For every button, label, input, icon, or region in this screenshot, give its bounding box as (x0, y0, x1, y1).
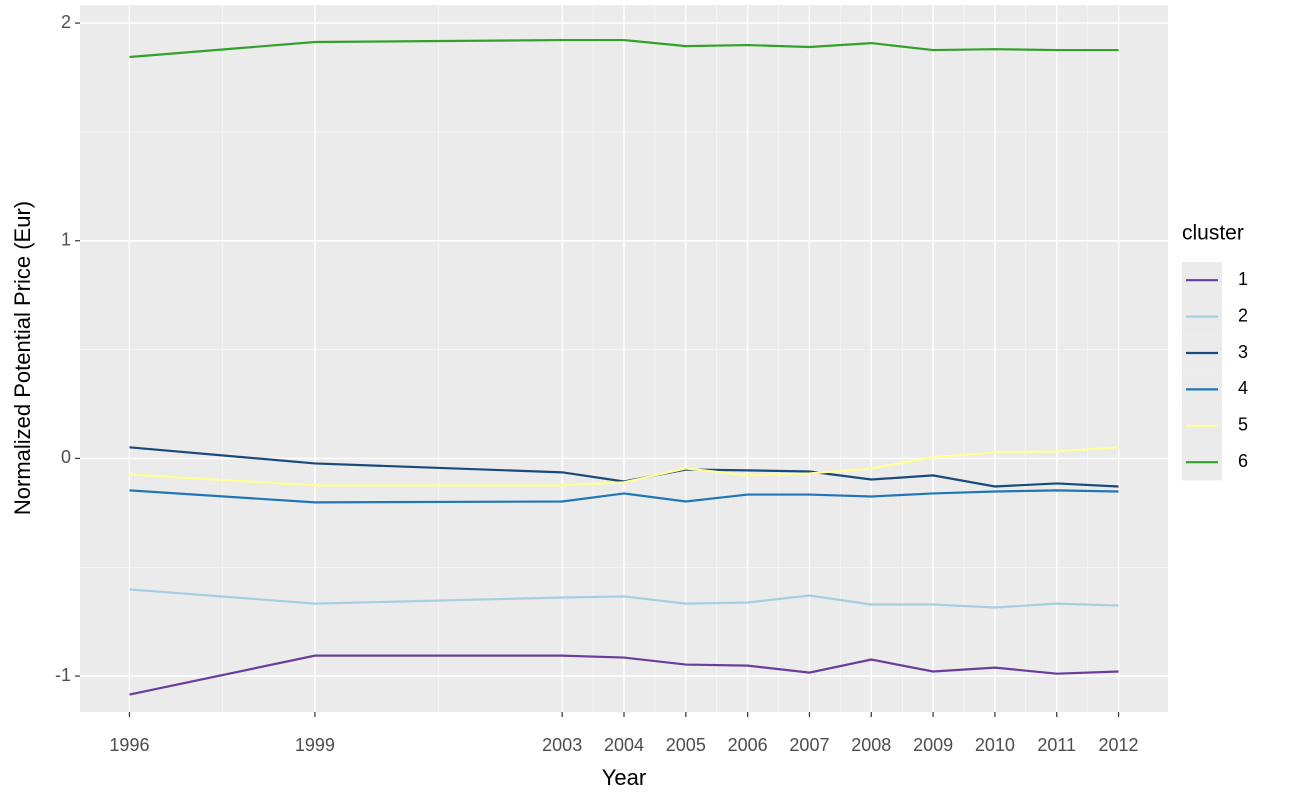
x-tick-label: 2010 (975, 735, 1015, 755)
series-line (129, 446, 1119, 488)
x-tick-label: 2004 (604, 735, 644, 755)
x-tick-label: 2008 (851, 735, 891, 755)
legend-label: 6 (1238, 451, 1248, 471)
series-line (129, 588, 1119, 609)
x-tick-label: 2011 (1037, 735, 1076, 755)
x-tick-label: 1996 (109, 735, 149, 755)
x-axis-title: Year (602, 765, 646, 790)
y-tick-label: 2 (61, 12, 71, 32)
y-tick-label: 1 (61, 229, 71, 249)
x-tick-label: 2006 (728, 735, 768, 755)
legend-label: 4 (1238, 378, 1248, 398)
series-line (129, 489, 1119, 504)
x-tick-label: 2007 (789, 735, 829, 755)
x-tick-label: 2005 (666, 735, 706, 755)
grid (80, 5, 1168, 712)
x-tick-label: 2009 (913, 735, 953, 755)
series-line (129, 38, 1119, 59)
legend-label: 3 (1238, 342, 1248, 362)
series-line (129, 654, 1119, 696)
legend-title: cluster (1182, 222, 1244, 245)
y-tick-label: -1 (55, 665, 71, 685)
legend-label: 5 (1238, 415, 1248, 435)
legend-label: 1 (1238, 269, 1248, 289)
y-axis-title: Normalized Potential Price (Eur) (10, 201, 35, 515)
x-tick-label: 2012 (1099, 735, 1139, 755)
legend-label: 2 (1238, 305, 1248, 325)
y-tick-label: 0 (61, 447, 71, 467)
x-tick-label: 1999 (295, 735, 335, 755)
x-tick-label: 2003 (542, 735, 582, 755)
series-line (129, 446, 1119, 487)
lines (129, 38, 1119, 696)
